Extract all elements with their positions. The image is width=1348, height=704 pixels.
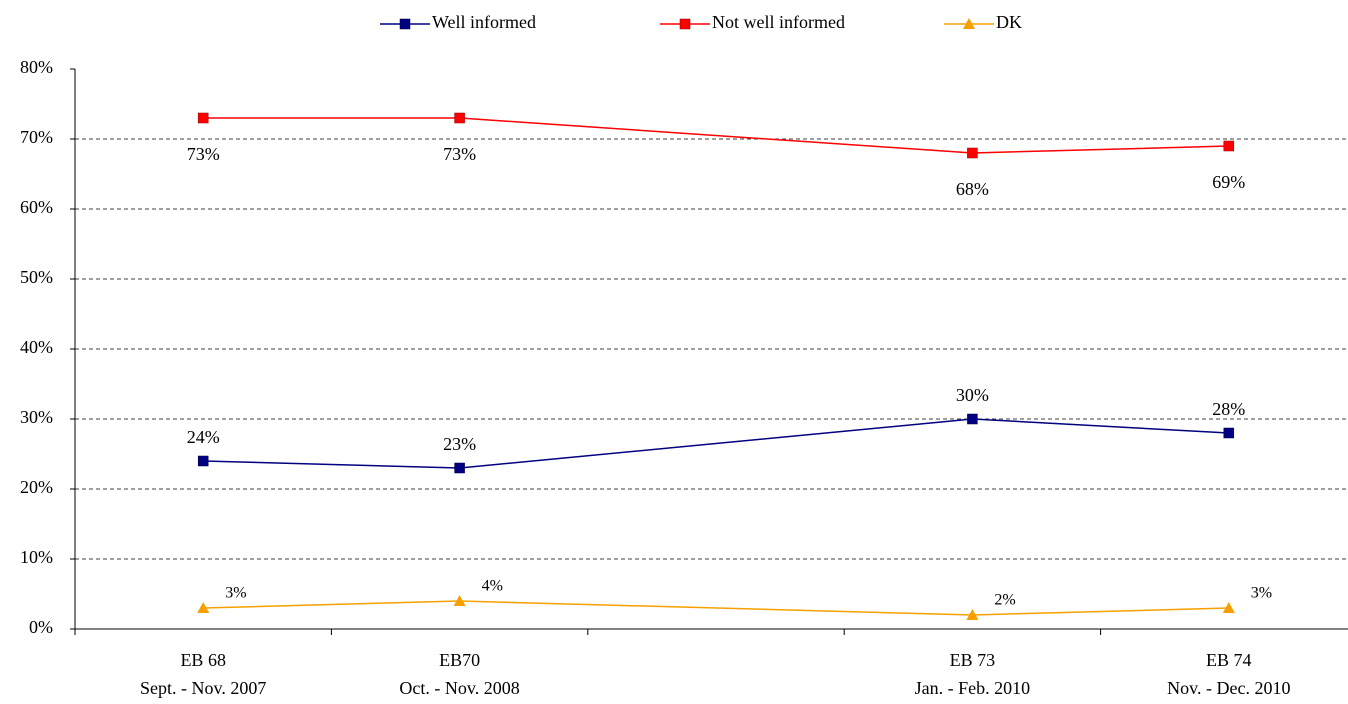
data-label: 69% (1212, 172, 1245, 192)
data-label: 68% (956, 179, 989, 199)
x-tick-label: Oct. - Nov. 2008 (399, 678, 519, 698)
x-tick-label: Nov. - Dec. 2010 (1167, 678, 1290, 698)
x-tick-label: EB70 (439, 650, 480, 670)
y-tick-label: 0% (29, 617, 53, 637)
y-tick-label: 10% (20, 547, 53, 567)
marker (454, 462, 465, 474)
marker (679, 18, 691, 30)
x-tick-label: EB 68 (180, 650, 226, 670)
y-tick-label: 50% (20, 267, 53, 287)
marker (197, 112, 209, 124)
data-label: 2% (994, 592, 1015, 609)
series-line (203, 600, 1229, 616)
legend-label: DK (996, 12, 1022, 32)
y-tick-label: 70% (20, 127, 53, 147)
y-tick-label: 30% (20, 407, 53, 427)
marker (399, 18, 411, 30)
x-tick-label: EB 73 (950, 650, 996, 670)
data-label: 3% (225, 585, 246, 602)
x-tick-label: Jan. - Feb. 2010 (915, 678, 1031, 698)
series-line (203, 117, 1229, 154)
data-label: 24% (187, 427, 220, 447)
y-tick-label: 60% (20, 197, 53, 217)
marker (197, 455, 209, 467)
data-label: 73% (187, 144, 220, 164)
data-label: 4% (482, 578, 503, 595)
marker (963, 18, 975, 29)
data-label: 30% (956, 385, 989, 405)
marker (1223, 140, 1235, 152)
marker (453, 595, 466, 606)
marker (1222, 602, 1235, 613)
y-tick-label: 20% (20, 477, 53, 497)
marker (967, 147, 978, 159)
data-label: 3% (1251, 585, 1272, 602)
marker (967, 413, 978, 425)
marker (454, 112, 465, 124)
x-tick-label: EB 74 (1206, 650, 1252, 670)
x-tick-label: Sept. - Nov. 2007 (140, 678, 266, 698)
marker (197, 602, 210, 613)
legend-label: Well informed (432, 12, 536, 32)
marker (1223, 427, 1235, 439)
data-label: 28% (1212, 399, 1245, 419)
y-tick-label: 80% (20, 57, 53, 77)
series-line (203, 418, 1229, 469)
data-label: 23% (443, 434, 476, 454)
marker (966, 609, 979, 620)
y-tick-label: 40% (20, 337, 53, 357)
data-label: 73% (443, 144, 476, 164)
legend-label: Not well informed (712, 12, 845, 32)
